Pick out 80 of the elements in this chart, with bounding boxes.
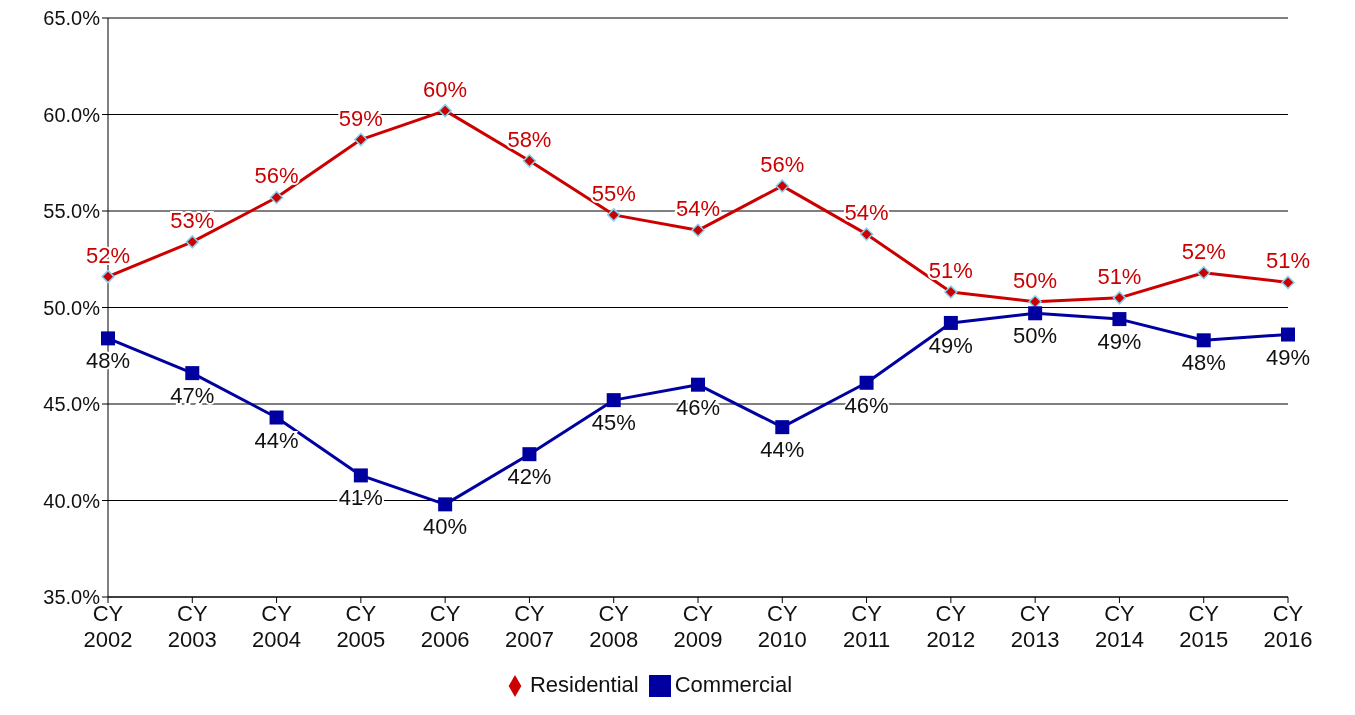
data-label: 56% bbox=[760, 151, 805, 177]
point bbox=[775, 420, 790, 435]
point bbox=[1196, 266, 1211, 280]
data-label: 45% bbox=[591, 410, 636, 436]
point bbox=[775, 179, 790, 193]
point bbox=[606, 208, 621, 222]
point bbox=[944, 285, 958, 299]
data-label: 49% bbox=[1265, 344, 1311, 370]
x-tick-label: CY 2004 bbox=[252, 601, 302, 652]
x-tick-label: CY 2007 bbox=[504, 601, 554, 652]
legend-label: Residential bbox=[529, 672, 639, 697]
data-label: 44% bbox=[254, 427, 299, 453]
y-tick-label: 45.0% bbox=[43, 393, 101, 416]
data-label: 58% bbox=[507, 126, 552, 152]
data-label: 40% bbox=[423, 514, 468, 540]
data-label: 51% bbox=[1097, 263, 1142, 289]
point bbox=[354, 132, 368, 147]
point bbox=[438, 497, 453, 512]
y-tick-label: 55.0% bbox=[43, 200, 101, 223]
data-label: 53% bbox=[170, 207, 215, 233]
x-tick-label: CY 2003 bbox=[167, 601, 217, 652]
data-label: 42% bbox=[507, 464, 552, 490]
point bbox=[185, 235, 200, 249]
point bbox=[1112, 312, 1127, 327]
legend-label: Commercial bbox=[674, 672, 793, 697]
x-tick-label: CY 2016 bbox=[1263, 601, 1313, 652]
point bbox=[101, 331, 115, 346]
x-tick-label: CY 2010 bbox=[757, 601, 807, 652]
data-label: 50% bbox=[1013, 323, 1058, 349]
data-label: 48% bbox=[1181, 350, 1226, 376]
data-label: 60% bbox=[423, 76, 468, 102]
point bbox=[269, 410, 284, 425]
y-tick-label: 65.0% bbox=[43, 7, 101, 30]
data-label: 50% bbox=[1013, 267, 1058, 293]
data-label: 52% bbox=[1181, 238, 1226, 264]
data-label: 49% bbox=[928, 332, 973, 358]
point bbox=[269, 190, 284, 205]
data-label: 46% bbox=[675, 394, 721, 420]
data-label: 55% bbox=[591, 180, 636, 206]
y-tick-label: 40.0% bbox=[43, 489, 101, 512]
point bbox=[691, 377, 705, 392]
point bbox=[1028, 294, 1042, 309]
point bbox=[185, 366, 200, 381]
data-label: 48% bbox=[85, 348, 131, 374]
point bbox=[1281, 327, 1295, 342]
point bbox=[438, 103, 452, 118]
data-label: 54% bbox=[844, 200, 889, 226]
data-label: 51% bbox=[928, 258, 973, 284]
point bbox=[1112, 291, 1127, 305]
y-tick-label: 50.0% bbox=[43, 296, 101, 319]
point bbox=[943, 315, 958, 330]
x-tick-label: CY 2014 bbox=[1094, 601, 1144, 652]
x-tick-label: CY 2013 bbox=[1010, 601, 1060, 652]
x-tick-label: CY 2009 bbox=[673, 601, 723, 652]
data-label: 56% bbox=[254, 163, 299, 189]
point bbox=[353, 468, 368, 483]
x-tick-label: CY 2011 bbox=[842, 601, 891, 652]
x-tick-label: CY 2012 bbox=[926, 601, 976, 652]
x-tick-label: CY 2006 bbox=[420, 601, 470, 652]
y-tick-label: 60.0% bbox=[43, 103, 101, 126]
data-label: 49% bbox=[1097, 329, 1142, 355]
point bbox=[522, 154, 537, 168]
point bbox=[859, 227, 874, 241]
point bbox=[522, 447, 537, 462]
x-tick-label: CY 2008 bbox=[589, 601, 639, 652]
data-label: 54% bbox=[675, 196, 721, 222]
point bbox=[101, 269, 115, 284]
point bbox=[691, 223, 705, 238]
data-label: 51% bbox=[1265, 248, 1311, 274]
point bbox=[606, 393, 621, 408]
data-label: 46% bbox=[844, 392, 889, 418]
point bbox=[1281, 275, 1295, 290]
point bbox=[1196, 333, 1211, 348]
data-label: 44% bbox=[760, 437, 805, 463]
data-label: 52% bbox=[85, 242, 131, 268]
point bbox=[1028, 306, 1043, 321]
x-tick-label: CY 2005 bbox=[336, 601, 386, 652]
point bbox=[859, 375, 874, 390]
data-label: 47% bbox=[170, 383, 215, 409]
x-tick-label: CY 2015 bbox=[1179, 601, 1229, 652]
